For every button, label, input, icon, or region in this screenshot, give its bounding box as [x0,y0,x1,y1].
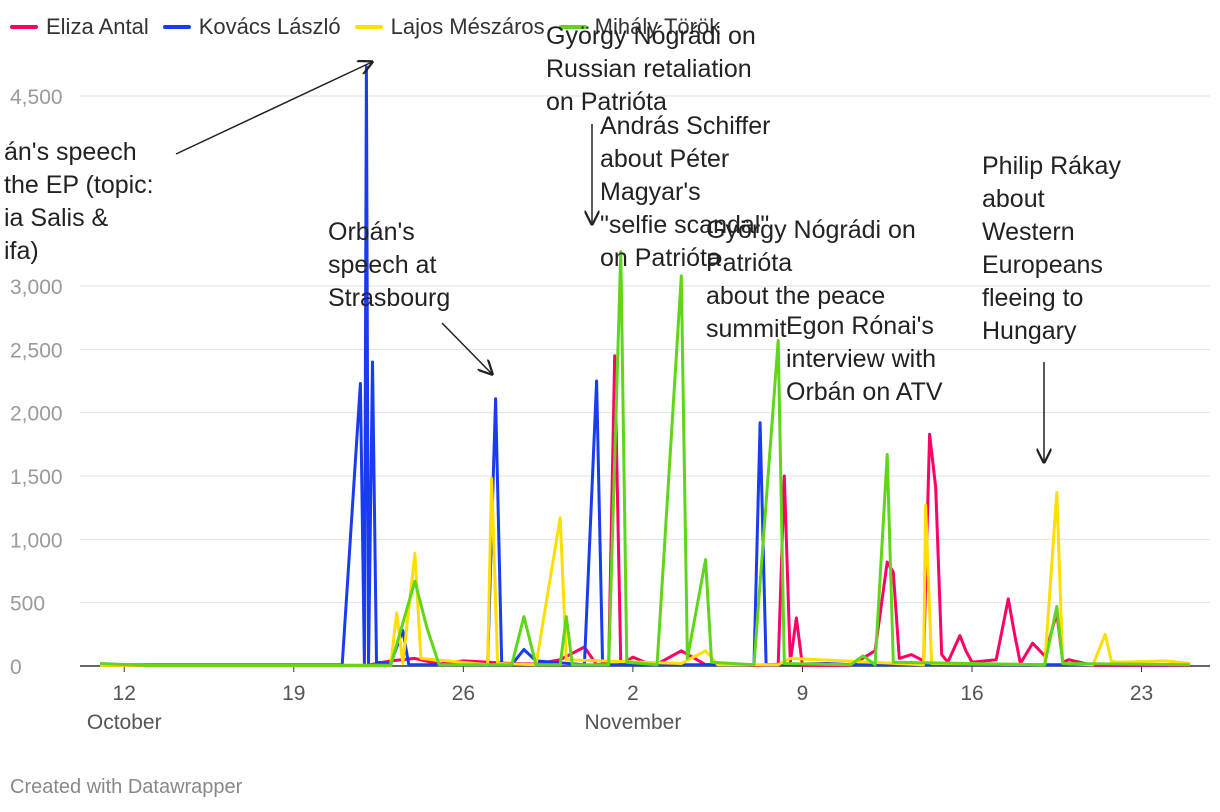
annotation-line: ia Salis & [4,204,109,232]
x-tick-label: 16 [960,682,983,705]
y-tick-label: 0 [10,656,22,679]
annotation-line: Orbán on ATV [786,378,943,406]
annotation-text: András Schiffer about Péter Magyar's "selfi… [600,112,770,272]
annotation-arrow [441,322,492,374]
chart-legend: Eliza Antal Kovács László Lajos Mészáros… [10,14,720,40]
annotation-line: Western [982,218,1075,246]
legend-label-kovacs-laszlo: Kovács László [198,14,341,39]
annotation-line: György Nógrádi on [546,22,756,50]
annotation-line: summit [706,315,787,343]
legend-item-mihaly-torok: Mihály Török [558,14,721,40]
line-chart: 0 500 1,000 1,500 2,000 2,500 3,000 4,500 12 Octo… [4,22,1210,734]
x-tick-label: 26 [452,682,475,705]
y-tick-label: 500 [10,593,45,616]
annotation-line: Strasbourg [328,284,450,312]
annotation-line: the EP (topic: [4,171,154,199]
annotation-line: Europeans [982,251,1103,279]
legend-swatch-lajos-meszaros [354,25,383,29]
annotation-line: Hungary [982,317,1077,345]
annotation-line: Philip Rákay [982,152,1121,180]
annotation-text: Philip Rákay about Western Europeans fleeing… [982,152,1121,345]
series-line-mih-ly-t-r-k [99,250,1191,667]
annotation-line: on Patrióta [600,244,721,272]
x-tick-label: 12 [113,682,136,705]
annotation-text: Orbán's speech at Strasbourg [328,218,450,312]
annotation-line: Russian retaliation [546,55,752,83]
annotation-line: András Schiffer [600,112,770,140]
y-tick-label: 4,500 [10,86,63,109]
legend-label-mihaly-torok: Mihály Török [594,14,721,39]
series-line-eliza-antal [100,354,1190,667]
credit-footer: Created with Datawrapper [10,776,243,798]
annotation-line: Magyar's [600,178,701,206]
annotation-line: about Péter [600,145,729,173]
annotation-line: speech at [328,251,436,279]
legend-swatch-mihaly-torok [558,25,587,29]
x-tick-label: 23 [1130,682,1153,705]
annotation-text: án's speech the EP (topic: ia Salis & ifa) [4,138,154,265]
annotation-line: interview with [786,345,936,373]
legend-label-lajos-meszaros: Lajos Mészáros [390,14,545,39]
annotation-line: about [982,185,1045,213]
y-tick-label: 3,000 [10,276,63,299]
annotation-line: Egon Rónai's [786,312,934,340]
legend-label-eliza-antal: Eliza Antal [46,14,149,39]
annotation-line: Orbán's [328,218,415,246]
annotation-line: Patrióta [706,249,792,277]
legend-swatch-kovacs-laszlo [162,25,191,29]
legend-swatch-eliza-antal [10,25,38,29]
annotation-text: György Nógrádi on Patrióta about the peace… [706,216,916,343]
annotation-line: György Nógrádi on [706,216,916,244]
annotation-line: fleeing to [982,284,1083,312]
x-tick-label: 19 [282,682,305,705]
y-tick-label: 1,000 [10,529,63,552]
annotation-line: ifa) [4,237,39,265]
annotation-line: án's speech [4,138,137,166]
legend-item-kovacs-laszlo: Kovács László [162,14,341,40]
y-tick-label: 2,000 [10,403,63,426]
annotation-line: on Patrióta [546,88,667,116]
series-line-lajos-m-sz-ros [100,477,1191,667]
x-month-label: November [584,711,681,734]
annotation-line: "selfie scandal" [600,211,769,239]
x-tick-label: 2 [627,682,639,705]
annotation-text: György Nógrádi on Russian retaliation on P… [546,22,756,116]
x-month-label: October [87,711,162,734]
legend-item-eliza-antal: Eliza Antal [10,14,149,40]
annotation-line: about the peace [706,282,885,310]
x-tick-label: 9 [797,682,809,705]
y-tick-label: 2,500 [10,339,63,362]
y-tick-label: 1,500 [10,466,63,489]
legend-item-lajos-meszaros: Lajos Mészáros [354,14,545,40]
annotation-arrow [175,62,372,155]
annotation-text: Egon Rónai's interview with Orbán on ATV [786,312,943,406]
